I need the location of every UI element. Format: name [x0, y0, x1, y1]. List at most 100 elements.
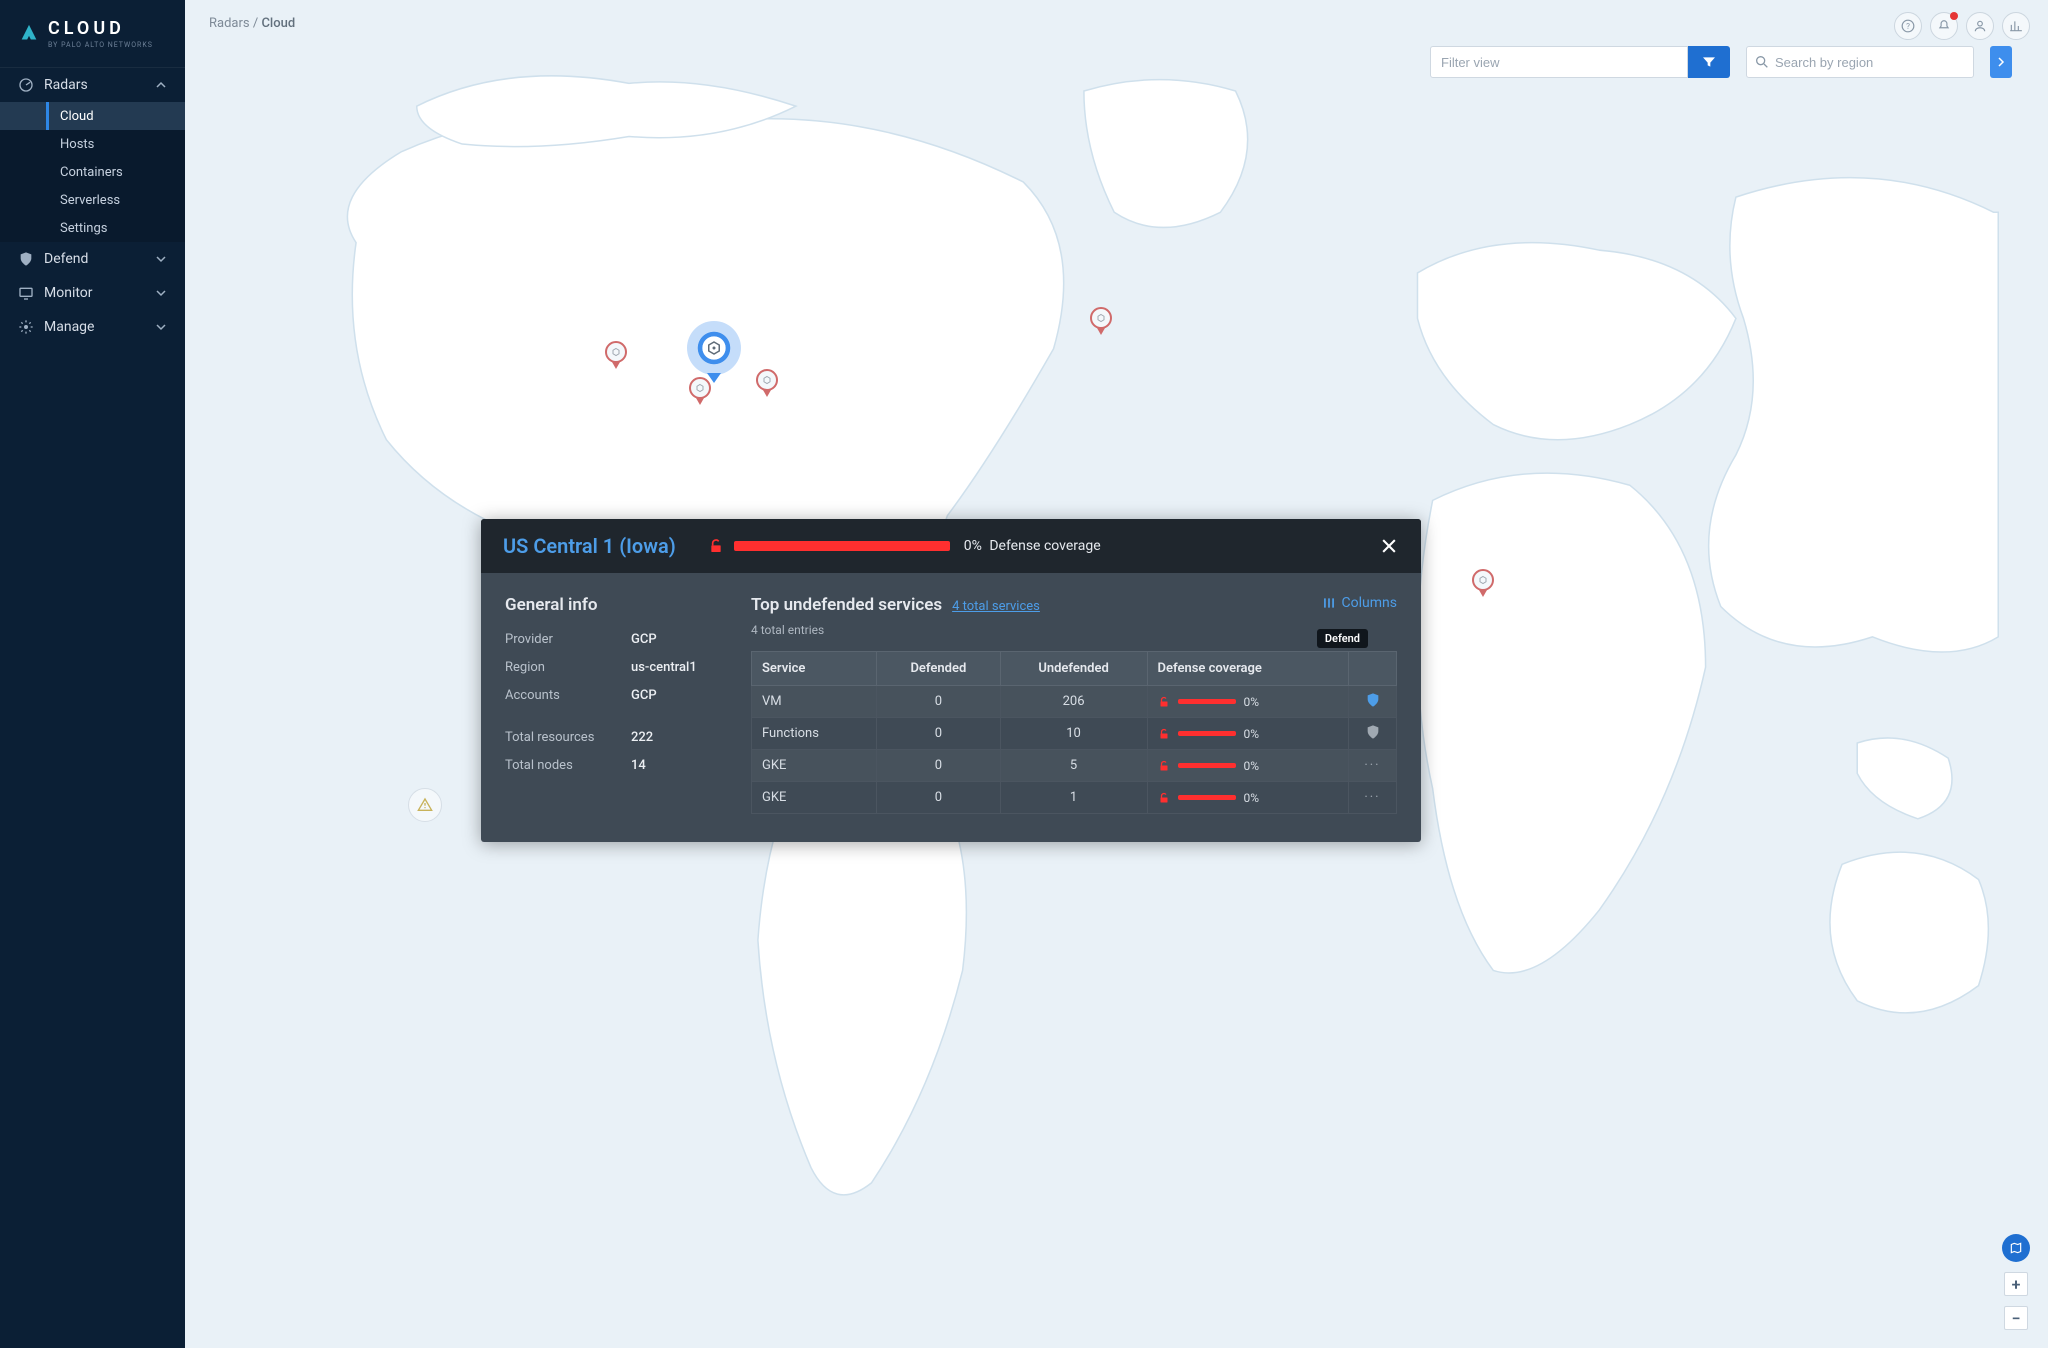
help-button[interactable]: ? [1894, 12, 1922, 40]
sidebar-subitem-serverless[interactable]: Serverless [0, 186, 185, 214]
services-table: Service Defended Undefended Defense cove… [751, 651, 1397, 814]
map-guide-button[interactable] [2002, 1234, 2030, 1262]
service-row: GKE010%··· [752, 782, 1397, 814]
sidebar-subitem-containers[interactable]: Containers [0, 158, 185, 186]
cell-defend-action [1349, 686, 1397, 718]
filter-apply-button[interactable] [1688, 46, 1730, 78]
coverage-bar [734, 541, 950, 551]
sidebar-item-label: Manage [44, 319, 155, 335]
info-row: Regionus-central1 [505, 653, 727, 681]
user-icon [1973, 19, 1987, 33]
sidebar-item-label: Defend [44, 251, 155, 267]
map-pin[interactable] [687, 321, 741, 375]
chevron-up-icon [155, 79, 167, 91]
shield-icon [18, 251, 34, 267]
map-pin[interactable] [1472, 569, 1494, 591]
warning-triangle-icon [417, 797, 433, 813]
info-value: GCP [631, 688, 657, 703]
sidebar-item-manage[interactable]: Manage [0, 310, 185, 344]
info-row: Total resources222 [505, 723, 727, 751]
cell-coverage: 0% [1147, 718, 1348, 750]
cell-coverage: 0% [1147, 750, 1348, 782]
notifications-button[interactable] [1930, 12, 1958, 40]
info-key: Total resources [505, 730, 631, 745]
info-key: Region [505, 660, 631, 675]
cell-undefended: 5 [1000, 750, 1147, 782]
sidebar-subitem-label: Settings [60, 221, 107, 236]
shield-icon[interactable] [1365, 724, 1381, 740]
unlock-icon [1158, 792, 1170, 804]
cell-undefended: 10 [1000, 718, 1147, 750]
general-info: General info ProviderGCPRegionus-central… [505, 595, 727, 814]
close-button[interactable] [1379, 536, 1399, 556]
map-pin[interactable] [689, 377, 711, 399]
chevron-down-icon [155, 321, 167, 333]
account-button[interactable] [1966, 12, 1994, 40]
cell-defended: 0 [877, 782, 1000, 814]
services-section: Top undefended services 4 total services… [751, 595, 1397, 814]
sidebar-subitem-label: Hosts [60, 137, 94, 152]
shield-icon[interactable] [1365, 692, 1381, 708]
brand-name: CLOUD [48, 18, 153, 39]
search-region-input[interactable] [1746, 46, 1974, 78]
columns-button[interactable]: Columns [1322, 595, 1397, 611]
sidebar-subitem-hosts[interactable]: Hosts [0, 130, 185, 158]
sidebar-subitem-settings[interactable]: Settings [0, 214, 185, 242]
filter-view-input[interactable] [1430, 46, 1688, 78]
zoom-controls: + − [2002, 1234, 2030, 1330]
zoom-in-button[interactable]: + [2004, 1272, 2028, 1296]
cell-defended: 0 [877, 718, 1000, 750]
col-defended[interactable]: Defended [877, 652, 1000, 686]
info-row: Total nodes14 [505, 751, 727, 779]
gcp-icon [761, 374, 773, 386]
chevron-right-icon [1996, 57, 2006, 67]
gcp-icon [705, 339, 723, 357]
map-icon [2009, 1241, 2023, 1255]
total-services-link[interactable]: 4 total services [952, 599, 1040, 614]
alerts-badge[interactable] [408, 788, 442, 822]
map-pin[interactable] [756, 369, 778, 391]
service-row: VM02060% [752, 686, 1397, 718]
zoom-out-button[interactable]: − [2004, 1306, 2028, 1330]
svg-text:?: ? [1906, 21, 1910, 31]
cell-defended: 0 [877, 686, 1000, 718]
more-actions-button[interactable]: ··· [1364, 790, 1380, 805]
map-pin[interactable] [1090, 307, 1112, 329]
col-service[interactable]: Service [752, 652, 877, 686]
chart-icon [2009, 19, 2023, 33]
region-details-panel: US Central 1 (Iowa) 0% Defense coverage … [481, 519, 1421, 842]
gcp-icon [1477, 574, 1489, 586]
sidebar-item-defend[interactable]: Defend [0, 242, 185, 276]
cell-defend-action: ··· [1349, 750, 1397, 782]
brand-mark-icon [18, 23, 40, 45]
sidebar-item-monitor[interactable]: Monitor [0, 276, 185, 310]
analytics-button[interactable] [2002, 12, 2030, 40]
info-row: AccountsGCP [505, 681, 727, 709]
cell-coverage: 0% [1147, 686, 1348, 718]
brand-logo: CLOUD BY PALO ALTO NETWORKS [0, 0, 185, 63]
search-icon [1754, 54, 1770, 70]
col-coverage[interactable]: Defense coverage [1147, 652, 1348, 686]
defend-tooltip: Defend [1317, 629, 1368, 648]
sidebar-item-radars[interactable]: Radars [0, 68, 185, 102]
entries-count: 4 total entries [751, 623, 1040, 637]
info-key: Provider [505, 632, 631, 647]
sidebar-subitem-label: Containers [60, 165, 123, 180]
info-value: GCP [631, 632, 657, 647]
col-undefended[interactable]: Undefended [1000, 652, 1147, 686]
cell-defended: 0 [877, 750, 1000, 782]
panel-title: US Central 1 (Iowa) [503, 534, 676, 558]
bell-icon [1937, 19, 1951, 33]
sidebar-subitem-cloud[interactable]: Cloud [0, 102, 185, 130]
breadcrumb-parent[interactable]: Radars [209, 16, 250, 31]
service-row: Functions0100% [752, 718, 1397, 750]
cell-defend-action [1349, 718, 1397, 750]
filter-bar [1430, 46, 2012, 78]
expand-panel-button[interactable] [1990, 46, 2012, 78]
more-actions-button[interactable]: ··· [1364, 758, 1380, 773]
col-defend-action: Defend [1349, 652, 1397, 686]
chevron-down-icon [155, 287, 167, 299]
map-pin[interactable] [605, 341, 627, 363]
gear-icon [18, 319, 34, 335]
service-row: GKE050%··· [752, 750, 1397, 782]
